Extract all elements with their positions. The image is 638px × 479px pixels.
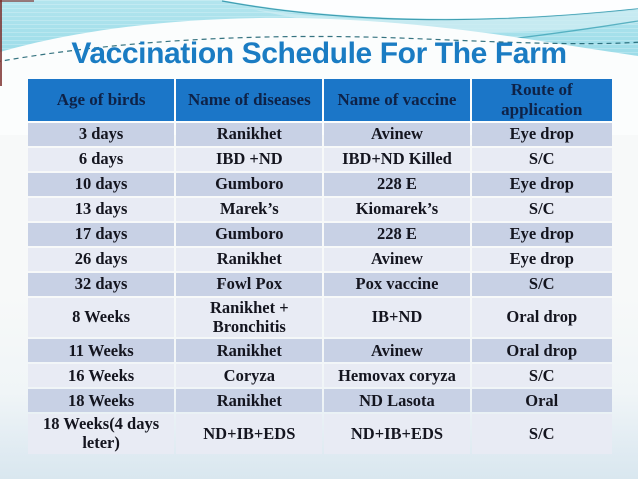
column-header: Age of birds bbox=[28, 79, 175, 122]
table-body: 3 days Ranikhet Avinew Eye drop 6 days IBD +N… bbox=[28, 123, 612, 454]
table-cell: S/C bbox=[471, 198, 612, 222]
swoosh-teal-line bbox=[221, 0, 638, 21]
table-cell: ND+IB+EDS bbox=[176, 414, 323, 454]
table-header-row: Age of birds Name of diseases Name of vacc… bbox=[28, 79, 612, 122]
table-cell: 13 days bbox=[28, 198, 175, 222]
table-row: 18 Weeks Ranikhet ND Lasota Oral bbox=[28, 389, 612, 413]
table-cell: 26 days bbox=[28, 248, 175, 272]
table-cell: Gumboro bbox=[176, 173, 323, 197]
table-cell: 16 Weeks bbox=[28, 364, 175, 388]
table-cell: 8 Weeks bbox=[28, 298, 175, 338]
table-cell: 18 Weeks(4 days leter) bbox=[28, 414, 175, 454]
table-cell: Oral drop bbox=[471, 339, 612, 363]
table-cell: Ranikhet + Bronchitis bbox=[176, 298, 323, 338]
table-cell: Ranikhet bbox=[176, 339, 323, 363]
table-row: 26 days Ranikhet Avinew Eye drop bbox=[28, 248, 612, 272]
table-cell: S/C bbox=[471, 148, 612, 172]
column-header: Name of vaccine bbox=[324, 79, 470, 122]
table-row: 11 Weeks Ranikhet Avinew Oral drop bbox=[28, 339, 612, 363]
column-header: Name of diseases bbox=[176, 79, 323, 122]
table-row: 10 days Gumboro 228 E Eye drop bbox=[28, 173, 612, 197]
table-row: 17 days Gumboro 228 E Eye drop bbox=[28, 223, 612, 247]
table-cell: 32 days bbox=[28, 273, 175, 297]
table-cell: Ranikhet bbox=[176, 389, 323, 413]
table-row: 16 Weeks Coryza Hemovax coryza S/C bbox=[28, 364, 612, 388]
table-cell: 17 days bbox=[28, 223, 175, 247]
table-cell: Eye drop bbox=[471, 173, 612, 197]
table-cell: Kiomarek’s bbox=[324, 198, 470, 222]
table-cell: Fowl Pox bbox=[176, 273, 323, 297]
table-cell: Avinew bbox=[324, 123, 470, 147]
table-cell: Avinew bbox=[324, 248, 470, 272]
table-cell: Gumboro bbox=[176, 223, 323, 247]
table-cell: ND Lasota bbox=[324, 389, 470, 413]
table-cell: Coryza bbox=[176, 364, 323, 388]
table-row: 32 days Fowl Pox Pox vaccine S/C bbox=[28, 273, 612, 297]
left-edge-accent bbox=[0, 0, 2, 86]
top-edge-accent bbox=[0, 0, 34, 2]
table-cell: Eye drop bbox=[471, 223, 612, 247]
table-cell: Pox vaccine bbox=[324, 273, 470, 297]
table-cell: Ranikhet bbox=[176, 248, 323, 272]
table-cell: IB+ND bbox=[324, 298, 470, 338]
table-row: 3 days Ranikhet Avinew Eye drop bbox=[28, 123, 612, 147]
table-row: 6 days IBD +ND IBD+ND Killed S/C bbox=[28, 148, 612, 172]
table-cell: 6 days bbox=[28, 148, 175, 172]
table-row: 13 days Marek’s Kiomarek’s S/C bbox=[28, 198, 612, 222]
table-cell: Hemovax coryza bbox=[324, 364, 470, 388]
table-cell: 18 Weeks bbox=[28, 389, 175, 413]
table-cell: S/C bbox=[471, 414, 612, 454]
table-cell: Eye drop bbox=[471, 123, 612, 147]
page-title: Vaccination Schedule For The Farm bbox=[71, 37, 567, 70]
table-cell: Avinew bbox=[324, 339, 470, 363]
table-row: 8 Weeks Ranikhet + Bronchitis IB+ND Oral dr… bbox=[28, 298, 612, 338]
table-row: 18 Weeks(4 days leter) ND+IB+EDS ND+IB+EDS… bbox=[28, 414, 612, 454]
vaccination-schedule-table: Age of birds Name of diseases Name of vacc… bbox=[26, 77, 614, 456]
column-header: Route of application bbox=[471, 79, 612, 122]
table-cell: 228 E bbox=[324, 223, 470, 247]
table-cell: S/C bbox=[471, 364, 612, 388]
table-cell: Eye drop bbox=[471, 248, 612, 272]
table-cell: 11 Weeks bbox=[28, 339, 175, 363]
table-cell: IBD+ND Killed bbox=[324, 148, 470, 172]
table-cell: Oral drop bbox=[471, 298, 612, 338]
table-cell: Marek’s bbox=[176, 198, 323, 222]
top-right-white-swoosh bbox=[222, 0, 638, 19]
table-cell: 228 E bbox=[324, 173, 470, 197]
table-cell: Oral bbox=[471, 389, 612, 413]
table-cell: 3 days bbox=[28, 123, 175, 147]
light-cyan-band bbox=[252, 9, 638, 33]
table-cell: ND+IB+EDS bbox=[324, 414, 470, 454]
table-cell: 10 days bbox=[28, 173, 175, 197]
table-cell: S/C bbox=[471, 273, 612, 297]
table-cell: IBD +ND bbox=[176, 148, 323, 172]
table-cell: Ranikhet bbox=[176, 123, 323, 147]
